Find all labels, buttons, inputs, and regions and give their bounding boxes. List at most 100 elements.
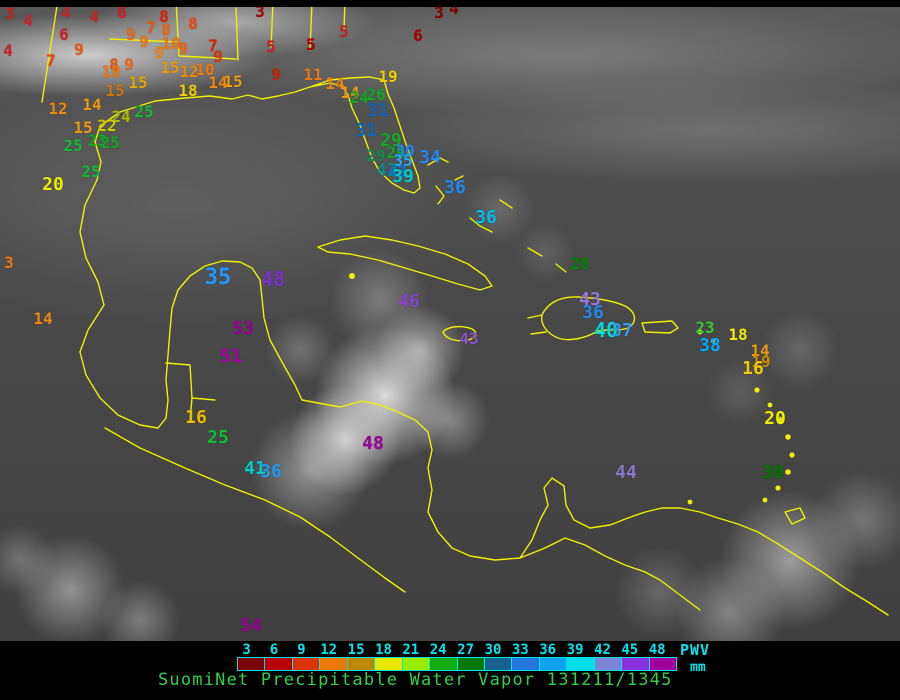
pwv-station-value: 51	[220, 346, 242, 368]
pwv-station-value: 7	[46, 51, 56, 71]
island	[767, 402, 773, 408]
pwv-station-value: 53	[232, 318, 254, 340]
island	[775, 485, 781, 491]
pwv-station-value: 29	[380, 130, 402, 152]
colorbar-segment	[594, 658, 623, 670]
pwv-station-value: 15	[160, 58, 180, 78]
pwv-station-value: 48	[260, 267, 286, 291]
pwv-station-value: 9	[178, 39, 188, 59]
colorbar-tick-label: 33	[511, 642, 529, 658]
colorbar-tick-label: 15	[347, 642, 365, 658]
pwv-station-value: 5	[306, 35, 316, 55]
pwv-station-value: 6	[413, 26, 423, 46]
pwv-station-value: 5	[339, 22, 349, 42]
pwv-station-value: 35	[393, 151, 413, 171]
pwv-station-value: 24	[111, 107, 131, 127]
pwv-station-value: 10	[101, 62, 121, 82]
colorbar-segment	[649, 658, 676, 670]
pwv-station-value: 10	[195, 60, 215, 80]
pwv-station-value: 24	[349, 88, 369, 108]
pwv-station-value: 14	[33, 309, 53, 329]
colorbar-tick-label: 42	[594, 642, 611, 658]
pwv-station-value: 30	[395, 141, 415, 161]
colorbar-segment	[457, 658, 485, 670]
colorbar-segment	[292, 658, 321, 670]
pwv-station-value: 54	[240, 615, 262, 637]
pwv-station-value: 40	[593, 318, 619, 342]
colorbar-tick-label: 6	[269, 642, 279, 658]
pwv-station-value: 9	[271, 65, 281, 85]
pwv-station-value: 42	[376, 160, 398, 182]
colorbar-tick-label: 24	[429, 642, 447, 658]
pwv-station-value: 41	[244, 458, 266, 480]
coast-mexico-centralamerica	[79, 100, 521, 561]
pwv-station-value: 25	[207, 427, 229, 449]
pwv-station-value: 18	[728, 325, 748, 345]
pwv-station-value: 19	[751, 352, 771, 372]
pwv-station-value: 4	[449, 0, 459, 19]
colorbar-segment	[512, 658, 540, 670]
colorbar-segment	[539, 658, 568, 670]
pwv-station-value: 36	[582, 302, 604, 324]
pwv-station-value: 20	[42, 174, 64, 196]
colorbar-tick-label: 12	[320, 642, 338, 658]
pwv-station-value: 9	[213, 47, 223, 67]
coast-puertorico	[641, 320, 679, 334]
pwv-station-value: 8	[159, 7, 169, 27]
colorbar-tick-label: 36	[539, 642, 557, 658]
island	[754, 387, 760, 393]
coast-colombia-inland	[519, 537, 701, 611]
pwv-station-value: 44	[615, 462, 637, 484]
pwv-station-value: 10	[161, 34, 181, 54]
pwv-station-value: 14	[325, 74, 345, 94]
island	[785, 434, 791, 440]
colorbar-tick-label: 48	[648, 642, 666, 658]
pwv-station-value: 43	[579, 289, 601, 311]
pwv-station-value: 29	[386, 143, 406, 163]
pwv-station-value: 3	[4, 253, 14, 273]
pwv-station-value: 20	[764, 408, 786, 430]
pwv-station-value: 12	[179, 62, 199, 82]
pwv-station-value: 36	[444, 177, 466, 199]
colorbar-tick-label: 21	[402, 642, 420, 658]
pwv-station-value: 34	[419, 147, 441, 169]
island	[762, 497, 768, 503]
pwv-station-value: 19	[378, 67, 398, 87]
pwv-station-value: 4	[3, 41, 13, 61]
coast-cuba	[317, 235, 493, 291]
coast-jamaica	[442, 325, 477, 342]
pwv-station-value: 36	[475, 207, 497, 229]
colorbar-tick-label: 30	[484, 642, 502, 658]
colorbar-segment	[484, 658, 513, 670]
state-borders	[235, 0, 346, 61]
island	[777, 417, 783, 423]
pwv-station-value: 6	[117, 3, 127, 23]
pwv-station-value: 25	[81, 162, 101, 182]
product-caption: SuomiNet Precipitable Water Vapor 131211…	[158, 670, 673, 690]
island	[710, 338, 716, 344]
pwv-station-value: 31	[355, 120, 377, 142]
pwv-station-value: 35	[204, 264, 232, 290]
coast-hispaniola	[527, 296, 636, 341]
state-borders	[41, 5, 58, 103]
coast-gulf-north	[154, 86, 311, 102]
pwv-station-value: 9	[74, 40, 84, 60]
pwv-station-value: 38	[699, 335, 721, 357]
state-borders	[109, 0, 237, 60]
pwv-station-value: 7	[208, 36, 218, 56]
pwv-station-value: 15	[105, 81, 125, 101]
pwv-station-value: 25	[134, 102, 154, 122]
pwv-station-value: 25	[100, 133, 120, 153]
pwv-station-value: 16	[185, 407, 207, 429]
pwv-station-value: 3	[434, 3, 444, 23]
pwv-station-value: 15	[73, 118, 93, 138]
colorbar-segment	[320, 658, 348, 670]
colorbar-segment	[622, 658, 650, 670]
pwv-station-value: 46	[398, 291, 420, 313]
pwv-station-value: 8	[188, 14, 198, 34]
border-guatemala	[165, 362, 216, 421]
pwv-station-value: 15	[223, 72, 243, 92]
coast-pacific	[104, 427, 406, 593]
coast-bahamas	[427, 157, 567, 273]
pwv-station-value: 37	[611, 320, 633, 342]
